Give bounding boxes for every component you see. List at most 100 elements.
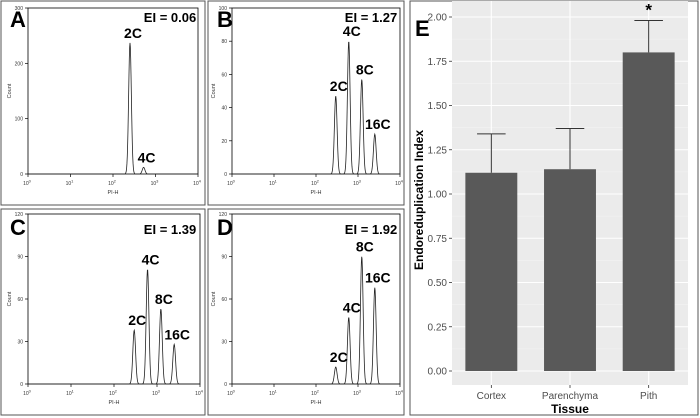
y-axis-title: Count: [211, 83, 217, 98]
x-tick-label: 104: [395, 179, 404, 188]
peak-label-2c: 2C: [330, 349, 348, 365]
y-tick-label: 120: [15, 212, 24, 218]
significance-star: *: [645, 1, 652, 20]
y-tick-label: 80: [221, 39, 227, 45]
peak-label-8c: 8C: [155, 291, 173, 307]
y-tick-label: 0.25: [428, 322, 448, 333]
y-tick-label: 0.75: [428, 234, 448, 245]
bar-parenchyma: [544, 169, 596, 371]
histogram-panel-c: 0 30 60 90 120 Count 100 101 102 103 104 PI-H 2C 4C 8C…: [0, 208, 206, 416]
x-tick-label: 100: [227, 389, 236, 398]
y-tick-label: 100: [219, 6, 228, 12]
y-tick-label: 1.00: [428, 190, 448, 201]
histogram-panel-b: 0 20 40 60 80 100 Count 100 101 102 103 104 PI-H 2C 4C…: [207, 0, 405, 206]
y-axis-title: Count: [7, 83, 13, 98]
y-tick-label: 60: [221, 297, 227, 303]
x-tick-label: 104: [395, 389, 404, 398]
y-tick-label: 30: [221, 340, 227, 346]
peak-label-16c: 16C: [365, 270, 391, 286]
x-tick-label: 101: [66, 179, 75, 188]
y-tick-label: 0.00: [428, 367, 448, 378]
bar-cortex: [465, 172, 518, 371]
peak-label-4c: 4C: [138, 149, 156, 165]
peak-label-2c: 2C: [124, 25, 142, 41]
panel-label: B: [217, 7, 233, 32]
peak-label-2c: 2C: [128, 312, 146, 328]
ei-label: EI = 1.39: [144, 222, 196, 237]
y-tick-label: 90: [17, 255, 23, 261]
y-tick-label: 300: [15, 6, 24, 12]
x-tick-label: 104: [193, 179, 202, 188]
ei-label: EI = 1.92: [345, 222, 397, 237]
x-tick-label: 101: [66, 389, 75, 398]
histogram-line: [232, 256, 400, 385]
y-tick-label: 1.75: [428, 57, 448, 68]
x-tick-label: 103: [151, 179, 160, 188]
bar-chart-panel-e: 0.00 0.25 0.50 0.75 1.00 1.25 1.50 1.75 2.00 Cort…: [409, 0, 699, 416]
x-tick-label-parenchyma: Parenchyma: [542, 391, 599, 402]
peak-label-4c: 4C: [343, 23, 361, 39]
x-tick-label: 103: [152, 389, 161, 398]
x-tick-label: 100: [23, 389, 32, 398]
x-tick-label: 101: [269, 179, 278, 188]
histogram-panel-d: 0 30 60 90 120 Count 100 101 102 103 104 PI-H 2C 4C 8C…: [207, 208, 405, 416]
x-axis-title: PI-H: [311, 400, 322, 406]
x-axis-title: PI-H: [108, 190, 119, 196]
x-axis-title: PI-H: [109, 400, 120, 406]
peak-label-4c: 4C: [142, 251, 160, 267]
x-tick-label: 102: [108, 179, 117, 188]
peak-label-4c: 4C: [343, 299, 361, 315]
x-tick-label-pith: Pith: [640, 391, 657, 402]
x-tick-label: 102: [109, 389, 118, 398]
panel-frame: [207, 0, 405, 206]
panel-frame: [0, 0, 206, 206]
peak-label-8c: 8C: [356, 61, 374, 77]
panel-label: C: [10, 215, 26, 240]
x-axis-title: Tissue: [551, 402, 589, 416]
y-axis-title: Endoreduplication Index: [412, 130, 426, 270]
panel-label: E: [415, 16, 430, 41]
panel-label: D: [217, 215, 233, 240]
histogram-line: [28, 42, 198, 175]
y-tick-label: 40: [221, 106, 227, 112]
x-tick-label: 104: [195, 389, 204, 398]
y-tick-label: 90: [221, 255, 227, 261]
bar-pith: [622, 52, 675, 372]
x-tick-label: 103: [353, 389, 362, 398]
y-tick-label: 30: [17, 340, 23, 346]
x-tick-label: 101: [269, 389, 278, 398]
x-tick-label: 100: [23, 179, 32, 188]
y-tick-label: 200: [15, 61, 24, 67]
peak-label-2c: 2C: [330, 78, 348, 94]
y-tick-label: 100: [15, 117, 24, 123]
y-tick-label: 1.50: [428, 101, 448, 112]
panel-label: A: [10, 7, 26, 32]
y-tick-label: 1.25: [428, 145, 448, 156]
ei-label: EI = 0.06: [144, 10, 196, 25]
y-tick-label: 60: [17, 297, 23, 303]
y-axis-title: Count: [211, 291, 217, 306]
peak-label-8c: 8C: [356, 239, 374, 255]
y-axis-title: Count: [7, 291, 13, 306]
y-tick-label: 0: [20, 172, 23, 178]
y-tick-label: 0.50: [428, 278, 448, 289]
peak-label-16c: 16C: [365, 116, 391, 132]
x-tick-label: 102: [311, 389, 320, 398]
y-tick-label: 120: [219, 212, 228, 218]
y-tick-label: 20: [221, 139, 227, 145]
y-tick-label: 0: [20, 382, 23, 388]
histogram-line: [28, 269, 200, 385]
x-axis-title: PI-H: [311, 190, 322, 196]
ei-label: EI = 1.27: [345, 10, 397, 25]
x-tick-label: 102: [311, 179, 320, 188]
x-tick-label-cortex: Cortex: [477, 391, 506, 402]
y-tick-label: 60: [221, 72, 227, 78]
x-tick-label: 103: [353, 179, 362, 188]
peak-label-16c: 16C: [164, 326, 190, 342]
histogram-line: [232, 41, 400, 175]
x-tick-label: 100: [227, 179, 236, 188]
y-tick-label: 0: [224, 172, 227, 178]
y-tick-label: 2.00: [428, 13, 448, 24]
